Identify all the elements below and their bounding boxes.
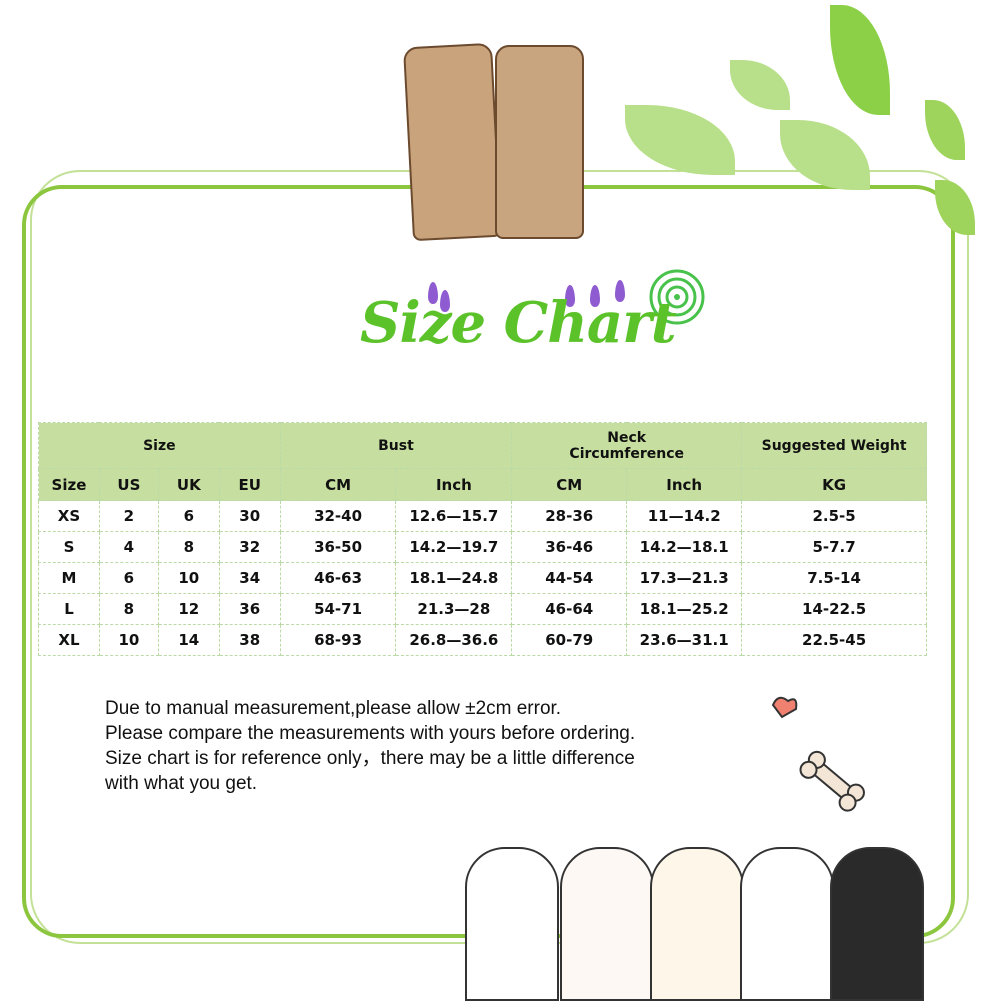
table-cell: 18.1—25.2 — [626, 593, 743, 625]
column-header: Size — [38, 468, 100, 501]
table-cell: 8 — [98, 593, 159, 625]
note-line: with what you get. — [105, 773, 258, 794]
table-cell: 6 — [157, 500, 220, 532]
size-table: Size Bust Neck Circumference Suggested W… — [38, 422, 927, 656]
group-header-row: Size Bust Neck Circumference Suggested W… — [38, 422, 927, 469]
table-cell: 4 — [98, 531, 159, 563]
table-cell: 14.2—19.7 — [395, 531, 513, 563]
leaf-icon — [925, 100, 965, 160]
table-cell: XS — [38, 500, 100, 532]
cat-icon — [740, 847, 834, 1001]
table-cell: 46-64 — [511, 593, 628, 625]
clip-icon — [495, 45, 584, 239]
table-cell: 54-71 — [279, 593, 397, 625]
table-cell: 22.5-45 — [741, 624, 927, 656]
cat-icon — [465, 847, 559, 1001]
cat-icon — [560, 847, 654, 1001]
drop-icon — [440, 290, 450, 312]
note-line: Due to manual measurement,please allow ±… — [105, 698, 562, 719]
table-cell: L — [38, 593, 100, 625]
table-cell: 32 — [218, 531, 281, 563]
table-cell: 7.5-14 — [741, 562, 927, 594]
table-cell: 30 — [218, 500, 281, 532]
table-cell: 14-22.5 — [741, 593, 927, 625]
table-cell: 10 — [98, 624, 159, 656]
table-cell: 8 — [157, 531, 220, 563]
group-header: Bust — [279, 422, 513, 469]
table-cell: 36 — [218, 593, 281, 625]
notes: Due to manual measurement,please allow ±… — [105, 696, 635, 796]
clip-icon — [402, 42, 503, 242]
group-header: Suggested Weight — [741, 422, 927, 469]
table-row: S 4 8 32 36-50 14.2—19.7 36-46 14.2—18.1 5-7.7 — [38, 531, 927, 563]
note-line: Size chart is for reference only，there m… — [105, 748, 635, 769]
column-header: Inch — [626, 468, 743, 501]
cat-icon — [650, 847, 744, 1001]
table-cell: 2.5-5 — [741, 500, 927, 532]
table-cell: 44-54 — [511, 562, 628, 594]
spiral-icon — [649, 269, 705, 325]
table-cell: 12 — [157, 593, 220, 625]
table-row: L 8 12 36 54-71 21.3—28 46-64 18.1—25.2 14-22.5 — [38, 593, 927, 625]
drop-icon — [615, 280, 625, 302]
page-title: Size Chart — [360, 290, 677, 356]
table-cell: 26.8—36.6 — [395, 624, 513, 656]
table-cell: 68-93 — [279, 624, 397, 656]
column-header: US — [98, 468, 159, 501]
table-cell: 18.1—24.8 — [395, 562, 513, 594]
leaf-icon — [625, 105, 735, 175]
column-header: EU — [218, 468, 281, 501]
table-cell: 10 — [157, 562, 220, 594]
table-cell: 60-79 — [511, 624, 628, 656]
group-header: Neck Circumference — [511, 422, 743, 469]
table-cell: 38 — [218, 624, 281, 656]
table-cell: XL — [38, 624, 100, 656]
table-row: XS 2 6 30 32-40 12.6—15.7 28-36 11—14.2 2.5-5 — [38, 500, 927, 532]
table-cell: 2 — [98, 500, 159, 532]
table-cell: S — [38, 531, 100, 563]
table-cell: 12.6—15.7 — [395, 500, 513, 532]
drop-icon — [565, 285, 575, 307]
table-cell: 14 — [157, 624, 220, 656]
drop-icon — [428, 282, 438, 304]
table-cell: 11—14.2 — [626, 500, 743, 532]
table-cell: 36-50 — [279, 531, 397, 563]
table-cell: 23.6—31.1 — [626, 624, 743, 656]
heart-bone-illustration — [771, 696, 865, 812]
sub-header-row: Size US UK EU CM Inch CM Inch KG — [38, 468, 927, 501]
table-cell: 32-40 — [279, 500, 397, 532]
leaf-icon — [730, 60, 790, 110]
column-header: KG — [741, 468, 927, 501]
table-cell: 21.3—28 — [395, 593, 513, 625]
table-cell: 28-36 — [511, 500, 628, 532]
column-header: UK — [157, 468, 220, 501]
table-cell: M — [38, 562, 100, 594]
table-row: M 6 10 34 46-63 18.1—24.8 44-54 17.3—21.3 7.5-14 — [38, 562, 927, 594]
leaf-icon — [830, 5, 890, 115]
table-cell: 6 — [98, 562, 159, 594]
table-row: XL 10 14 38 68-93 26.8—36.6 60-79 23.6—31.1 22.5… — [38, 624, 927, 656]
table-cell: 34 — [218, 562, 281, 594]
table-cell: 5-7.7 — [741, 531, 927, 563]
table-cell: 36-46 — [511, 531, 628, 563]
column-header: CM — [511, 468, 628, 501]
column-header: CM — [279, 468, 397, 501]
cat-icon — [830, 847, 924, 1001]
note-line: Please compare the measurements with you… — [105, 723, 636, 744]
column-header: Inch — [395, 468, 513, 501]
table-cell: 17.3—21.3 — [626, 562, 743, 594]
table-cell: 46-63 — [279, 562, 397, 594]
drop-icon — [590, 285, 600, 307]
table-cell: 14.2—18.1 — [626, 531, 743, 563]
group-header: Size — [38, 422, 281, 469]
